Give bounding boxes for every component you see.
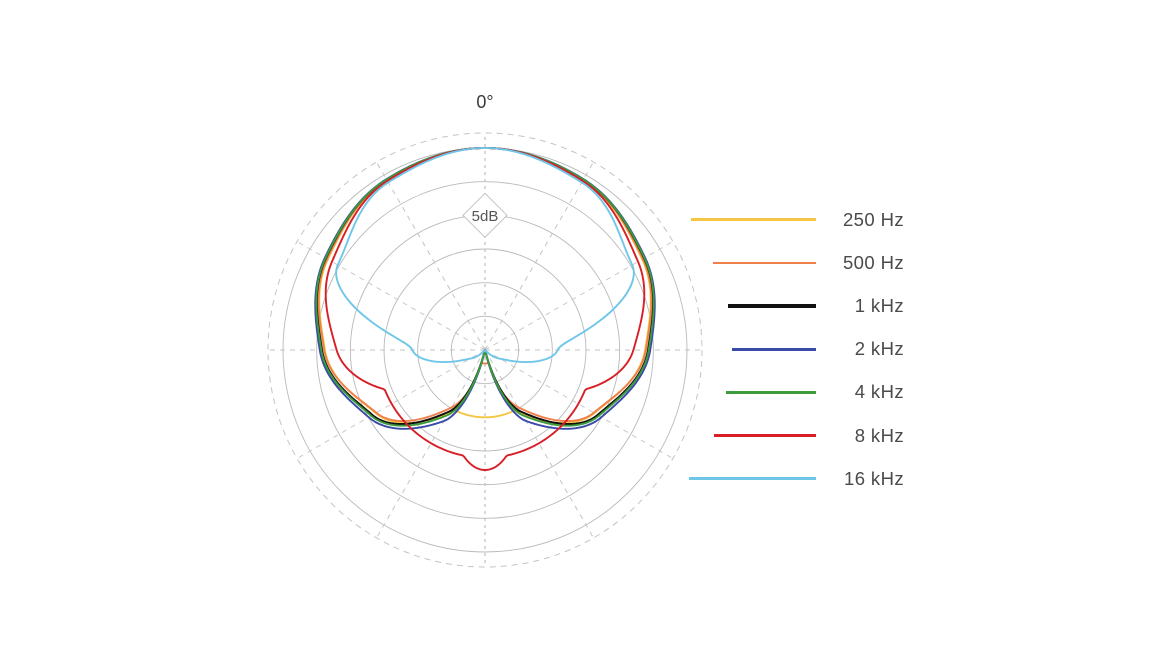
series-curve-8-khz	[324, 147, 646, 471]
radial-scale-label: 5dB	[472, 208, 499, 225]
legend-item-label: 16 kHz	[844, 467, 904, 489]
legend-item-label: 1 kHz	[854, 294, 904, 316]
polar-grid-labels: 5dB	[472, 208, 499, 225]
legend-item[interactable]: 8 kHz	[684, 414, 904, 457]
legend: 250 Hz 500 Hz 1 kHz 2 kHz 4 kHz 8 kHz 16 kHz	[684, 198, 904, 500]
legend-color-swatch	[713, 261, 816, 264]
legend-swatch-wrap	[684, 347, 830, 351]
grid-spoke-120deg	[484, 349, 674, 459]
legend-item-label: 500 Hz	[842, 251, 904, 273]
legend-swatch-wrap	[684, 261, 830, 264]
polar-grid	[267, 132, 703, 568]
legend-item[interactable]: 1 kHz	[684, 284, 904, 327]
series-curve-16-khz	[335, 147, 635, 363]
legend-item[interactable]: 500 Hz	[684, 241, 904, 284]
legend-item-label: 4 kHz	[854, 381, 904, 403]
grid-spoke-210deg	[376, 349, 486, 539]
legend-color-swatch	[732, 347, 816, 351]
grid-spoke-30deg	[484, 161, 594, 351]
legend-color-swatch	[726, 390, 816, 394]
legend-item[interactable]: 250 Hz	[684, 198, 904, 241]
legend-swatch-wrap	[684, 304, 830, 308]
legend-item-label: 2 kHz	[854, 338, 904, 360]
legend-swatch-wrap	[684, 477, 830, 481]
legend-swatch-wrap	[684, 390, 830, 394]
legend-swatch-wrap	[684, 218, 830, 221]
polar-series-layer	[314, 147, 656, 471]
legend-color-swatch	[689, 477, 816, 481]
legend-item[interactable]: 16 kHz	[684, 457, 904, 500]
legend-color-swatch	[691, 218, 816, 221]
legend-color-swatch	[728, 304, 816, 308]
series-curve-500-hz	[317, 147, 653, 423]
legend-swatch-wrap	[684, 434, 830, 437]
angle-label-0deg: 0°	[476, 92, 494, 112]
grid-spoke-240deg	[296, 349, 486, 459]
legend-item[interactable]: 2 kHz	[684, 328, 904, 371]
grid-spoke-330deg	[376, 161, 486, 351]
grid-outer-boundary	[267, 132, 703, 568]
legend-item-label: 8 kHz	[854, 424, 904, 446]
radial-label-badge	[462, 192, 508, 238]
legend-color-swatch	[714, 434, 816, 437]
legend-item[interactable]: 4 kHz	[684, 371, 904, 414]
grid-spoke-150deg	[484, 349, 594, 539]
legend-item-label: 250 Hz	[842, 208, 904, 230]
